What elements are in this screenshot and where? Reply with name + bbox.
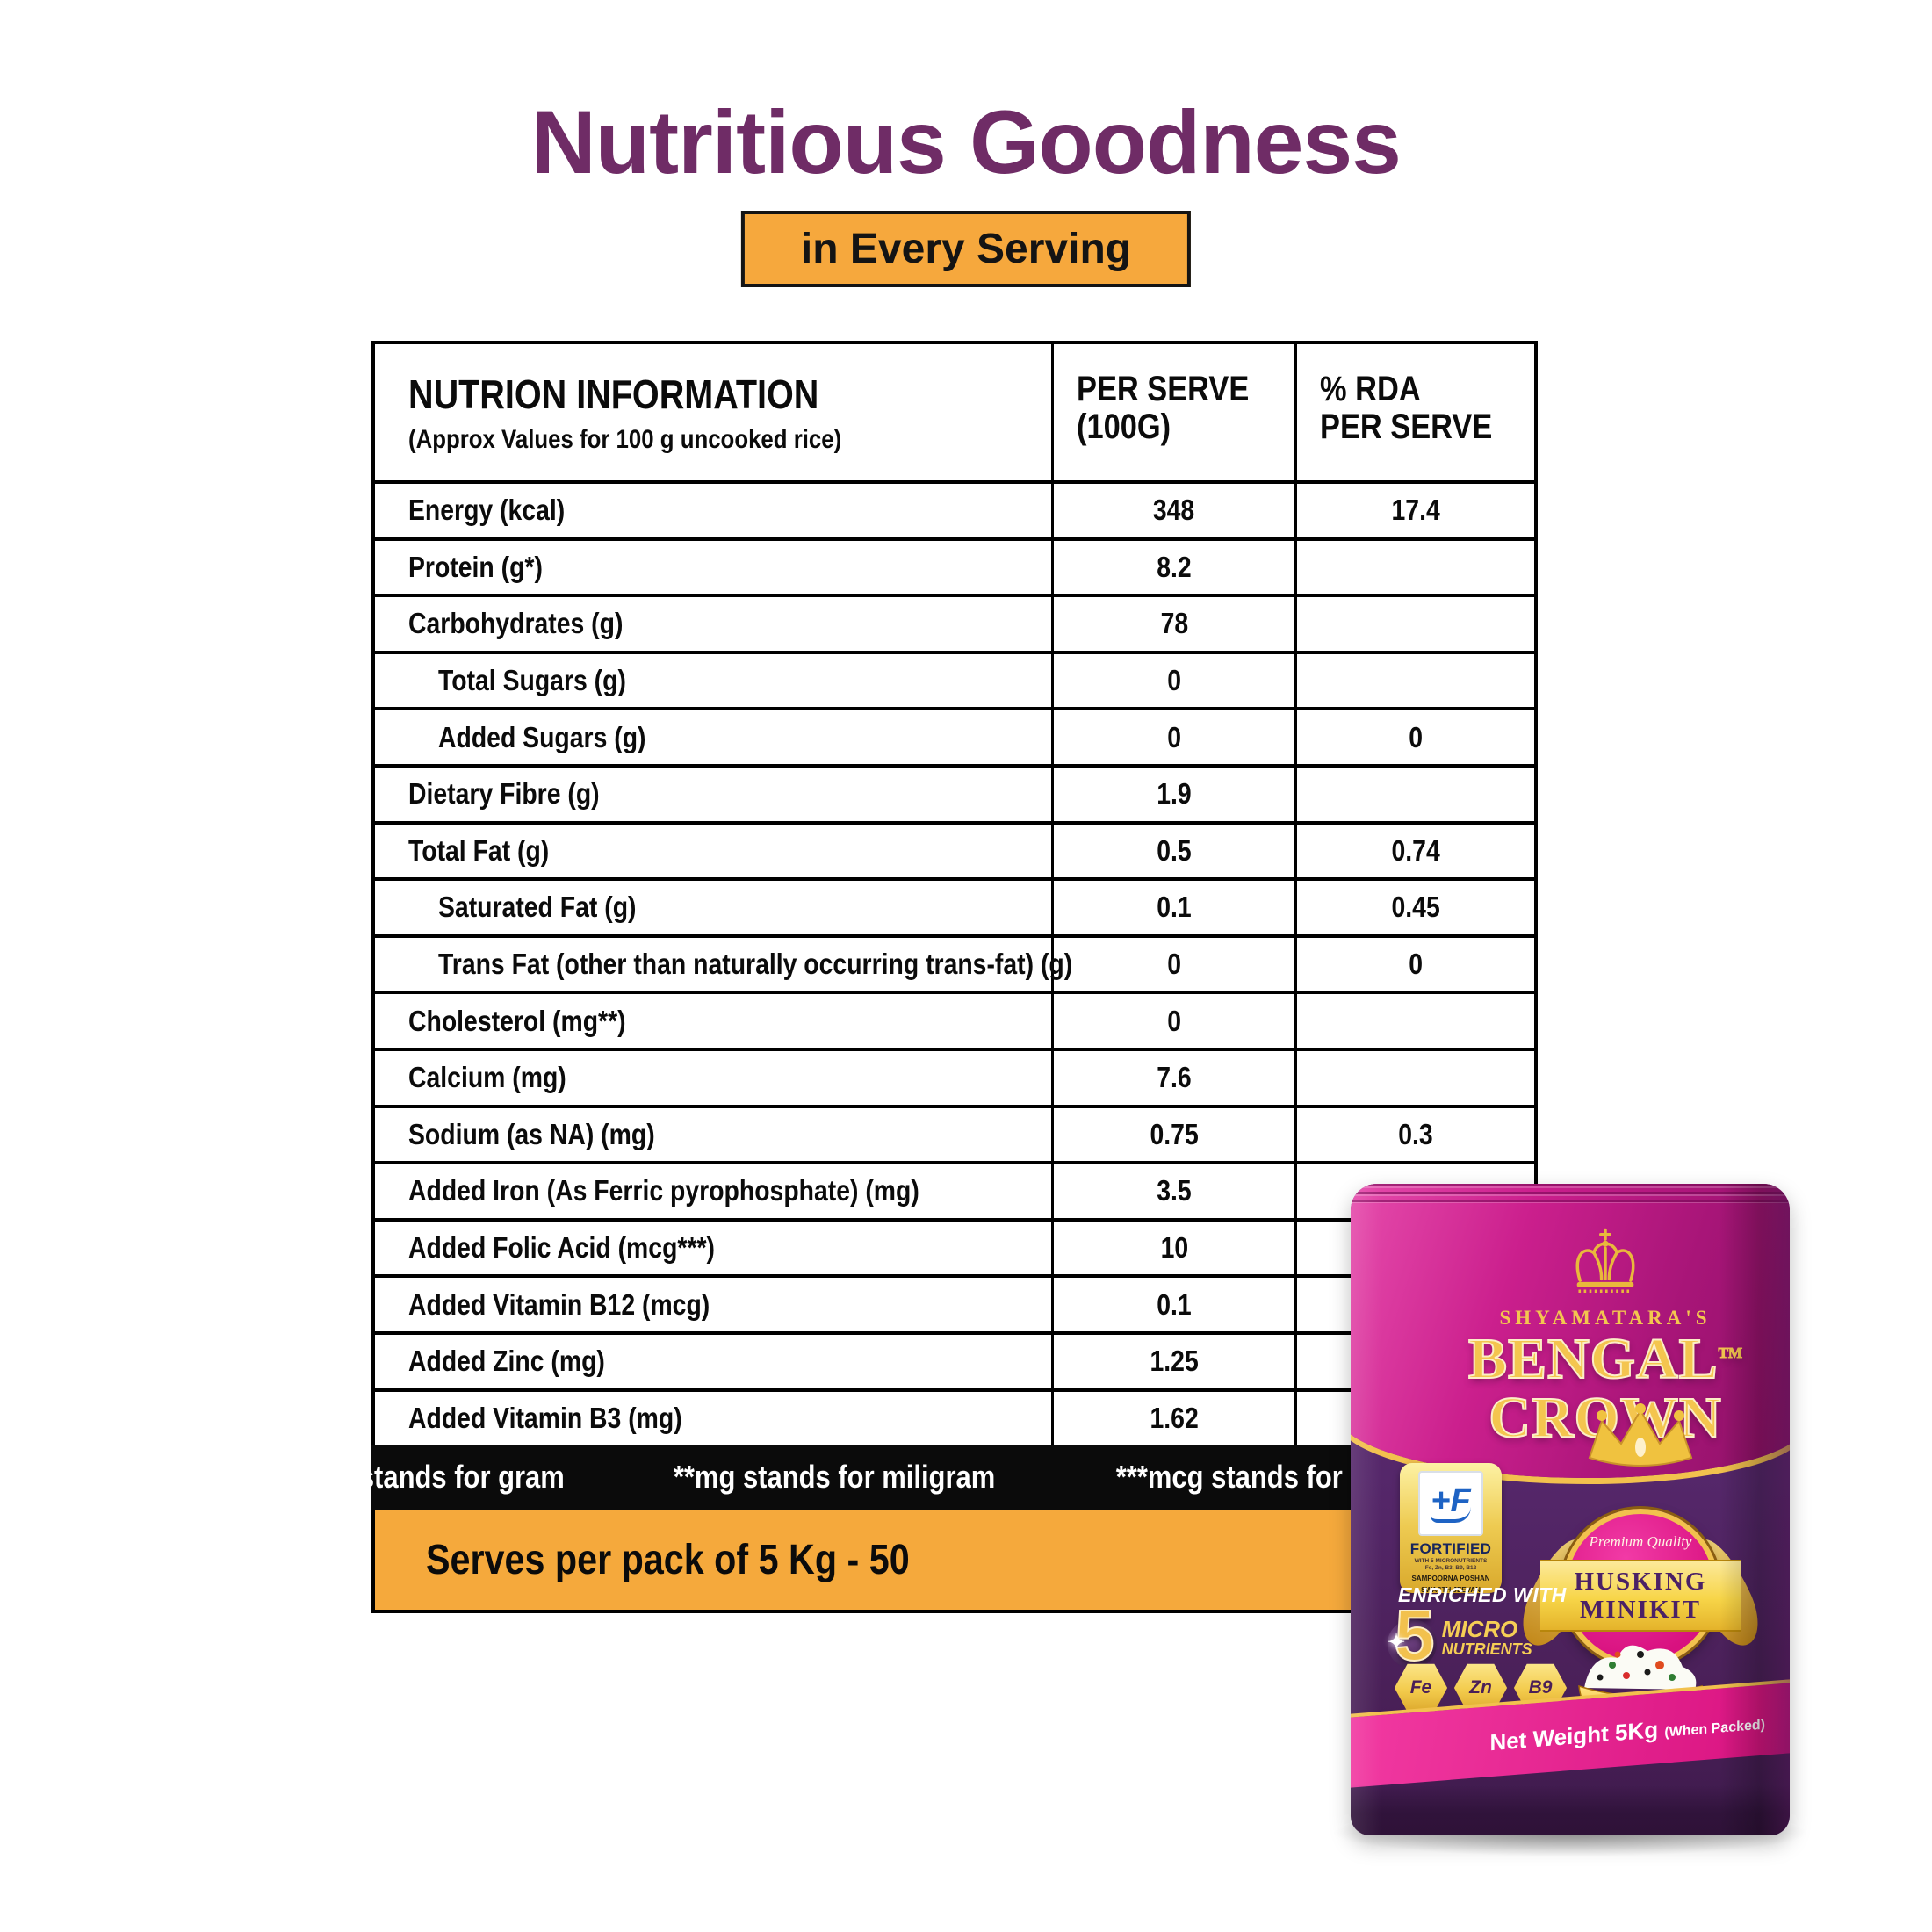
row-label: Dietary Fibre (g) <box>408 777 600 811</box>
per-serve-value: 0.75 <box>1150 1117 1199 1150</box>
row-label: Added Iron (As Ferric pyrophosphate) (mg… <box>408 1174 919 1208</box>
table-row: Trans Fat (other than naturally occurrin… <box>375 934 1534 991</box>
crown-icon <box>1430 1226 1781 1304</box>
header-per-serve: PER SERVE (100G) <box>1051 344 1294 480</box>
micronutrients-claim: 5 MICRO NUTRIENTS <box>1388 1599 1532 1672</box>
hex-fe: Fe <box>1394 1663 1448 1712</box>
row-label: Saturated Fat (g) <box>438 890 637 924</box>
row-label: Added Vitamin B12 (mcg) <box>408 1287 710 1321</box>
bag-bottom-crimp <box>1351 1784 1790 1835</box>
rda-value: 0 <box>1409 948 1423 981</box>
table-row: Added Zinc (mg) 1.25 <box>375 1330 1534 1388</box>
table-header-row: NUTRION INFORMATION (Approx Values for 1… <box>375 344 1534 484</box>
per-serve-value: 78 <box>1160 607 1188 640</box>
rda-value: 0 <box>1409 720 1423 753</box>
per-serve-value: 3.5 <box>1157 1174 1192 1208</box>
trademark-symbol: TM <box>1718 1344 1743 1361</box>
medallion-crown-icon <box>1588 1403 1693 1467</box>
per-serve-value: 0.5 <box>1157 833 1192 867</box>
per-serve-value: 348 <box>1153 494 1195 527</box>
rice-bag: SHYAMATARA'S BENGALTM CROWN +F FORTIFIED… <box>1351 1184 1790 1835</box>
row-label: Added Sugars (g) <box>438 720 646 753</box>
bag-top-crimp <box>1351 1184 1790 1203</box>
table-row: Protein (g*) 8.2 <box>375 537 1534 595</box>
page-title: Nutritious Goodness <box>531 92 1402 192</box>
plus-f-icon: +F <box>1431 1484 1471 1523</box>
row-label: Total Fat (g) <box>408 833 550 867</box>
row-label: Carbohydrates (g) <box>408 607 624 640</box>
serves-note: Serves per pack of 5 Kg - 50 <box>426 1536 910 1583</box>
table-subtitle: (Approx Values for 100 g uncooked rice) <box>408 425 842 454</box>
table-row: Sodium (as NA) (mg) 0.75 0.3 <box>375 1104 1534 1162</box>
per-serve-value: 0 <box>1167 720 1181 753</box>
row-label: Added Folic Acid (mcg***) <box>408 1231 716 1265</box>
footnote-miligram: **mg stands for miligram <box>674 1459 996 1495</box>
table-row: Calcium (mg) 7.6 <box>375 1047 1534 1105</box>
rda-value: 0.45 <box>1391 890 1440 924</box>
row-label: Sodium (as NA) (mg) <box>408 1117 655 1150</box>
per-serve-value: 0.1 <box>1157 1287 1192 1321</box>
row-label: Calcium (mg) <box>408 1061 566 1094</box>
table-row: Added Vitamin B3 (mg) 1.62 <box>375 1388 1534 1445</box>
fortified-logo-box: +F <box>1418 1471 1483 1536</box>
rda-value: 0.3 <box>1398 1117 1433 1150</box>
header-nutrition-info: NUTRION INFORMATION (Approx Values for 1… <box>375 344 1051 480</box>
per-serve-value: 10 <box>1160 1231 1188 1265</box>
per-serve-value: 8.2 <box>1157 550 1192 583</box>
table-row: Total Fat (g) 0.5 0.74 <box>375 820 1534 878</box>
header-rda-per-serve: % RDA PER SERVE <box>1294 344 1534 480</box>
per-serve-value: 1.62 <box>1150 1401 1199 1434</box>
per-serve-value: 1.9 <box>1157 777 1192 811</box>
footnote-gram: *g stands for gram <box>324 1459 566 1495</box>
micro-count: 5 <box>1388 1599 1437 1672</box>
table-row: Added Iron (As Ferric pyrophosphate) (mg… <box>375 1161 1534 1218</box>
row-label: Added Zinc (mg) <box>408 1344 605 1378</box>
row-label: Energy (kcal) <box>408 494 566 527</box>
row-label: Total Sugars (g) <box>438 664 626 697</box>
per-serve-value: 1.25 <box>1150 1344 1199 1378</box>
nutrition-table: NUTRION INFORMATION (Approx Values for 1… <box>371 341 1538 1445</box>
premium-quality-label: Premium Quality <box>1589 1533 1692 1550</box>
per-serve-value: 0 <box>1167 1004 1181 1037</box>
per-serve-value: 7.6 <box>1157 1061 1192 1094</box>
fortified-badge: +F FORTIFIED WITH 5 MICRONUTRIENTS Fe, Z… <box>1400 1463 1502 1594</box>
row-label: Protein (g*) <box>408 550 543 583</box>
table-row: Energy (kcal) 348 17.4 <box>375 484 1534 537</box>
magenta-panel <box>1351 1184 1790 1478</box>
rda-value: 0.74 <box>1391 833 1440 867</box>
table-row: Added Folic Acid (mcg***) 10 <box>375 1217 1534 1275</box>
table-row: Total Sugars (g) 0 <box>375 650 1534 708</box>
table-row: Carbohydrates (g) 78 <box>375 594 1534 651</box>
table-row: Added Sugars (g) 0 0 <box>375 707 1534 764</box>
variant-name-band: HUSKING MINIKIT <box>1540 1560 1741 1632</box>
subtitle-badge: in Every Serving <box>740 211 1192 287</box>
table-row: Cholesterol (mg**) 0 <box>375 991 1534 1048</box>
row-label: Cholesterol (mg**) <box>408 1004 626 1037</box>
table-row: Dietary Fibre (g) 1.9 <box>375 763 1534 821</box>
per-serve-value: 0.1 <box>1157 890 1192 924</box>
table-body: Energy (kcal) 348 17.4 Protein (g*) 8.2 … <box>375 484 1534 1445</box>
table-row: Added Vitamin B12 (mcg) 0.1 <box>375 1274 1534 1331</box>
net-weight-label: Net Weight 5Kg (When Packed) <box>1489 1716 1765 1756</box>
per-serve-value: 0 <box>1167 664 1181 697</box>
per-serve-value: 0 <box>1167 948 1181 981</box>
table-title: NUTRION INFORMATION <box>408 371 819 417</box>
brand-owner-label: SHYAMATARA'S <box>1499 1307 1712 1329</box>
table-row: Saturated Fat (g) 0.1 0.45 <box>375 877 1534 934</box>
product-package-image: SHYAMATARA'S BENGALTM CROWN +F FORTIFIED… <box>1316 1184 1825 1858</box>
serves-bar: Serves per pack of 5 Kg - 50 <box>371 1510 1538 1613</box>
row-label: Added Vitamin B3 (mg) <box>408 1401 682 1434</box>
rda-value: 17.4 <box>1391 494 1440 527</box>
row-label: Trans Fat (other than naturally occurrin… <box>438 948 1073 981</box>
